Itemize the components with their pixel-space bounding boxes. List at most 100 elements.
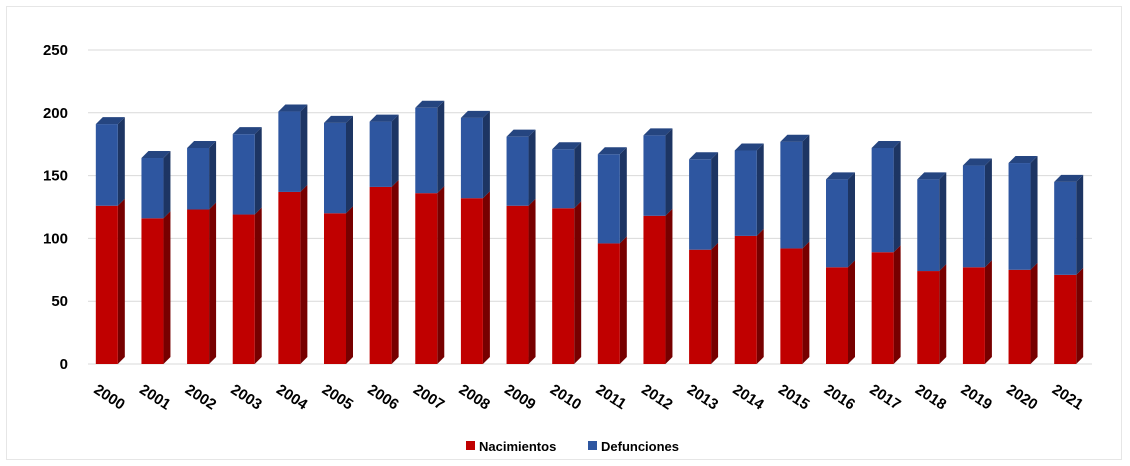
x-tick-label: 2000 <box>91 381 128 413</box>
bar-side-defunciones-2009 <box>528 129 536 206</box>
y-tick-label: 150 <box>43 168 68 185</box>
bar-defunciones-2016 <box>826 179 848 268</box>
x-tick-label: 2011 <box>593 381 630 413</box>
bar-defunciones-2015 <box>780 141 803 249</box>
x-tick-label: 2021 <box>1049 381 1086 413</box>
bar-side-nacimientos-2016 <box>848 260 855 364</box>
bar-defunciones-2006 <box>369 121 392 187</box>
bar-top-2003 <box>232 127 262 135</box>
bar-nacimientos-2006 <box>369 186 392 364</box>
legend-label: Nacimientos <box>479 439 556 454</box>
bar-defunciones-2005 <box>324 122 346 214</box>
x-tick-label: 2013 <box>684 381 721 413</box>
bar-nacimientos-2019 <box>962 267 985 364</box>
bar-stack-2009 <box>506 129 536 364</box>
bar-top-2018 <box>917 172 947 180</box>
bar-side-defunciones-2010 <box>574 142 582 209</box>
bar-side-nacimientos-2009 <box>528 198 536 364</box>
legend-swatch <box>588 441 597 450</box>
bar-stack-2010 <box>552 142 582 364</box>
y-tick-label: 200 <box>43 105 68 122</box>
bar-stack-2018 <box>917 172 947 364</box>
bar-top-2010 <box>552 142 582 150</box>
bar-nacimientos-2003 <box>232 214 255 364</box>
y-tick-label: 100 <box>43 230 68 247</box>
bar-top-2006 <box>369 114 399 122</box>
bar-top-2015 <box>780 134 810 142</box>
bar-stack-2001 <box>141 151 171 364</box>
bar-nacimientos-2014 <box>734 235 757 364</box>
bar-stack-2012 <box>643 128 673 364</box>
bar-stack-2017 <box>871 140 901 364</box>
x-tick-label: 2016 <box>821 381 858 413</box>
bar-side-nacimientos-2021 <box>1076 267 1084 364</box>
bar-nacimientos-2021 <box>1054 274 1077 364</box>
bar-stack-2007 <box>415 100 445 364</box>
bar-side-defunciones-2000 <box>117 117 125 206</box>
bar-defunciones-2010 <box>552 149 575 209</box>
x-tick-label: 2009 <box>501 381 538 413</box>
bar-top-2021 <box>1054 174 1084 182</box>
bar-defunciones-2017 <box>871 147 894 253</box>
bar-nacimientos-2001 <box>141 218 164 364</box>
bar-side-nacimientos-2000 <box>117 198 125 364</box>
bar-side-nacimientos-2002 <box>209 202 217 364</box>
bar-stack-2013 <box>689 152 719 364</box>
bar-side-nacimientos-2007 <box>437 186 445 364</box>
x-tick-label: 2010 <box>547 381 584 413</box>
bars <box>95 100 1084 364</box>
bar-stack-2019 <box>962 158 992 364</box>
bar-stack-2005 <box>324 115 353 364</box>
bar-nacimientos-2009 <box>506 205 529 364</box>
bar-stack-2003 <box>232 127 262 364</box>
y-axis-ticks: 0 50 100 150 200 250 <box>43 42 68 373</box>
bar-side-nacimientos-2019 <box>984 260 992 364</box>
bar-nacimientos-2013 <box>689 249 712 364</box>
bar-stack-2008 <box>460 110 490 364</box>
bar-side-nacimientos-2012 <box>665 208 673 364</box>
x-tick-label: 2017 <box>866 381 903 413</box>
bar-defunciones-2021 <box>1054 181 1077 275</box>
y-tick-label: 250 <box>43 42 68 59</box>
bar-nacimientos-2004 <box>278 191 301 364</box>
x-tick-label: 2006 <box>364 381 401 413</box>
x-tick-label: 2019 <box>958 381 995 413</box>
bar-nacimientos-2017 <box>871 252 894 364</box>
bar-nacimientos-2008 <box>460 198 483 364</box>
x-tick-label: 2020 <box>1003 381 1040 413</box>
x-tick-label: 2012 <box>638 381 675 413</box>
bar-top-2012 <box>643 128 673 136</box>
bar-side-defunciones-2004 <box>300 104 308 192</box>
bar-top-2011 <box>597 147 627 155</box>
bar-side-defunciones-2016 <box>848 172 855 268</box>
bar-defunciones-2008 <box>460 117 483 199</box>
bar-side-defunciones-2018 <box>939 172 947 272</box>
bar-top-2000 <box>95 117 125 125</box>
bar-top-2013 <box>689 152 719 160</box>
bar-stack-2015 <box>780 134 810 364</box>
legend-swatch <box>466 441 475 450</box>
bar-side-defunciones-2020 <box>1030 156 1038 270</box>
bar-side-nacimientos-2008 <box>482 191 490 364</box>
bar-top-2017 <box>871 140 901 148</box>
x-tick-label: 2018 <box>912 381 949 413</box>
y-tick-label: 0 <box>60 356 68 373</box>
bar-top-2019 <box>962 158 992 166</box>
bar-side-nacimientos-2013 <box>711 242 719 364</box>
bar-side-defunciones-2005 <box>346 115 353 214</box>
bar-nacimientos-2007 <box>415 193 438 364</box>
x-tick-label: 2004 <box>273 381 311 414</box>
bar-defunciones-2000 <box>95 124 118 206</box>
bar-side-nacimientos-2010 <box>574 201 582 364</box>
bar-nacimientos-2005 <box>324 213 346 364</box>
x-tick-label: 2008 <box>456 381 493 413</box>
legend-item-nacimientos: Nacimientos <box>466 439 556 454</box>
legend-item-defunciones: Defunciones <box>588 439 679 454</box>
bar-defunciones-2018 <box>917 179 940 272</box>
bar-side-defunciones-2019 <box>984 158 992 268</box>
bar-side-defunciones-2011 <box>619 147 627 244</box>
bar-side-nacimientos-2011 <box>619 236 627 364</box>
bar-top-2001 <box>141 151 171 159</box>
bar-defunciones-2003 <box>232 134 255 215</box>
bar-side-nacimientos-2004 <box>300 184 308 364</box>
